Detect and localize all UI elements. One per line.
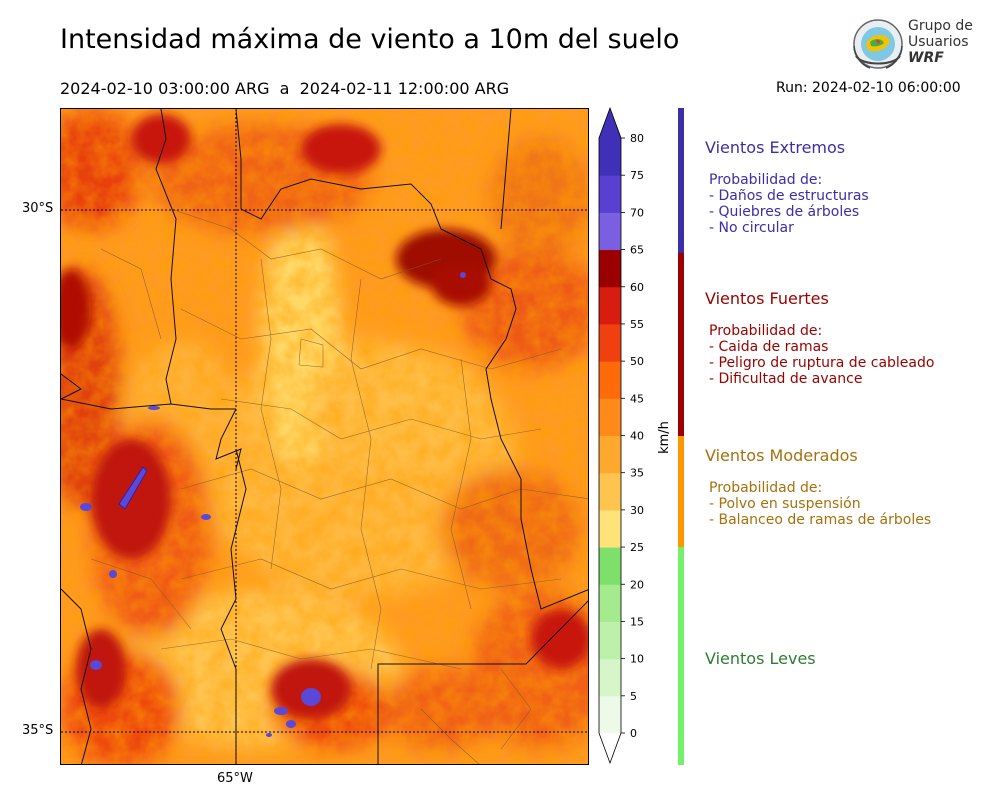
colorbar-tick-label: 80 bbox=[630, 132, 644, 145]
map-title: Intensidad máxima de viento a 10m del su… bbox=[60, 24, 680, 55]
colorbar-tick-label: 55 bbox=[630, 318, 644, 331]
legend-bar-strong bbox=[678, 253, 684, 436]
map-canvas bbox=[61, 109, 588, 764]
colorbar-segment bbox=[599, 323, 621, 362]
colorbar-segment bbox=[599, 435, 621, 474]
wind-intensity-map[interactable] bbox=[60, 108, 589, 765]
colorbar-segment bbox=[599, 398, 621, 436]
colorbar-segment bbox=[599, 138, 621, 176]
desc-line: - Daños de estructuras bbox=[709, 188, 869, 204]
logo-line-3: WRF bbox=[908, 50, 944, 66]
desc-line: - Quiebres de árboles bbox=[709, 204, 860, 220]
colorbar-tick-label: 40 bbox=[630, 430, 644, 443]
desc-line: Probabilidad de: bbox=[709, 323, 823, 339]
desc-line: - Polvo en suspensión bbox=[709, 496, 861, 512]
colorbar-tick-label: 70 bbox=[630, 206, 644, 219]
forecast-period: 2024-02-10 03:00:00 ARG a 2024-02-11 12:… bbox=[60, 79, 510, 98]
colorbar-tick-label: 15 bbox=[630, 615, 644, 628]
legend-bar-extreme bbox=[678, 108, 684, 253]
colorbar-tick-label: 65 bbox=[630, 244, 644, 257]
lon-label-65w: 65°W bbox=[217, 771, 253, 786]
colorbar-segment bbox=[599, 621, 621, 660]
category-desc-extreme: Probabilidad de: - Daños de estructuras … bbox=[709, 172, 869, 236]
extreme-wind-patches bbox=[80, 272, 466, 737]
colorbar-segment bbox=[599, 695, 621, 734]
graticule bbox=[61, 109, 588, 764]
colorbar-tick-label: 25 bbox=[630, 541, 644, 554]
desc-line: - Dificultad de avance bbox=[709, 371, 863, 387]
colorbar-segment bbox=[599, 584, 621, 622]
category-title-extreme: Vientos Extremos bbox=[705, 138, 846, 157]
colorbar-tick-label: 0 bbox=[630, 727, 637, 740]
desc-line: Probabilidad de: bbox=[709, 480, 823, 496]
colorbar-extend-low bbox=[599, 733, 621, 763]
colorbar-segment bbox=[599, 547, 621, 585]
desc-line: - Peligro de ruptura de cableado bbox=[709, 355, 935, 371]
colorbar-tick-label: 75 bbox=[630, 169, 644, 182]
category-desc-strong: Probabilidad de: - Caida de ramas - Peli… bbox=[709, 323, 934, 387]
colorbar-segment bbox=[599, 286, 621, 325]
colorbar-tick-label: 5 bbox=[630, 690, 637, 703]
colorbar-svg: 0 5 10 15 20 25 30 35 40 45 50 55 60 65 70 75 80 bbox=[598, 106, 644, 765]
desc-line: - Caida de ramas bbox=[709, 339, 829, 355]
colorbar-segment bbox=[599, 509, 621, 548]
globe-logo-icon bbox=[853, 19, 903, 69]
lat-label-30s: 30°S bbox=[22, 201, 54, 216]
colorbar-tick-label: 60 bbox=[630, 281, 644, 294]
colorbar-segment bbox=[599, 249, 621, 288]
colorbar-segment bbox=[599, 658, 621, 697]
colorbar-tick-label: 45 bbox=[630, 392, 644, 405]
category-title-moderate: Vientos Moderados bbox=[705, 446, 858, 465]
colorbar-segment bbox=[599, 361, 621, 399]
grupo-usuarios-wrf-logo: Grupo de Usuarios WRF bbox=[848, 16, 978, 74]
logo-line-2: Usuarios bbox=[908, 34, 969, 50]
department-boundaries bbox=[90, 208, 588, 764]
colorbar: 0 5 10 15 20 25 30 35 40 45 50 55 60 65 70 75 80 bbox=[595, 100, 655, 774]
colorbar-tick-label: 20 bbox=[630, 578, 644, 591]
desc-line: - No circular bbox=[709, 220, 794, 236]
lat-label-35s: 35°S bbox=[22, 723, 54, 738]
colorbar-segment bbox=[599, 472, 621, 511]
legend-bar-light bbox=[678, 547, 684, 765]
colorbar-tick-label: 30 bbox=[630, 504, 644, 517]
legend-bar-moderate bbox=[678, 436, 684, 547]
category-title-light: Vientos Leves bbox=[705, 649, 816, 668]
colorbar-unit: km/h bbox=[656, 421, 672, 454]
colorbar-tick-label: 35 bbox=[630, 467, 644, 480]
category-desc-moderate: Probabilidad de: - Polvo en suspensión -… bbox=[709, 480, 931, 528]
colorbar-segment bbox=[599, 175, 621, 213]
logo-line-1: Grupo de bbox=[908, 18, 973, 34]
desc-line: Probabilidad de: bbox=[709, 172, 823, 188]
run-timestamp: Run: 2024-02-10 06:00:00 bbox=[776, 80, 961, 96]
colorbar-tick-label: 10 bbox=[630, 653, 644, 666]
logo-text: Grupo de Usuarios WRF bbox=[908, 18, 973, 66]
colorbar-extend-high bbox=[599, 108, 621, 138]
colorbar-tick-label: 50 bbox=[630, 355, 644, 368]
category-title-strong: Vientos Fuertes bbox=[705, 289, 829, 308]
colorbar-segment bbox=[599, 212, 621, 251]
desc-line: - Balanceo de ramas de árboles bbox=[709, 512, 932, 528]
